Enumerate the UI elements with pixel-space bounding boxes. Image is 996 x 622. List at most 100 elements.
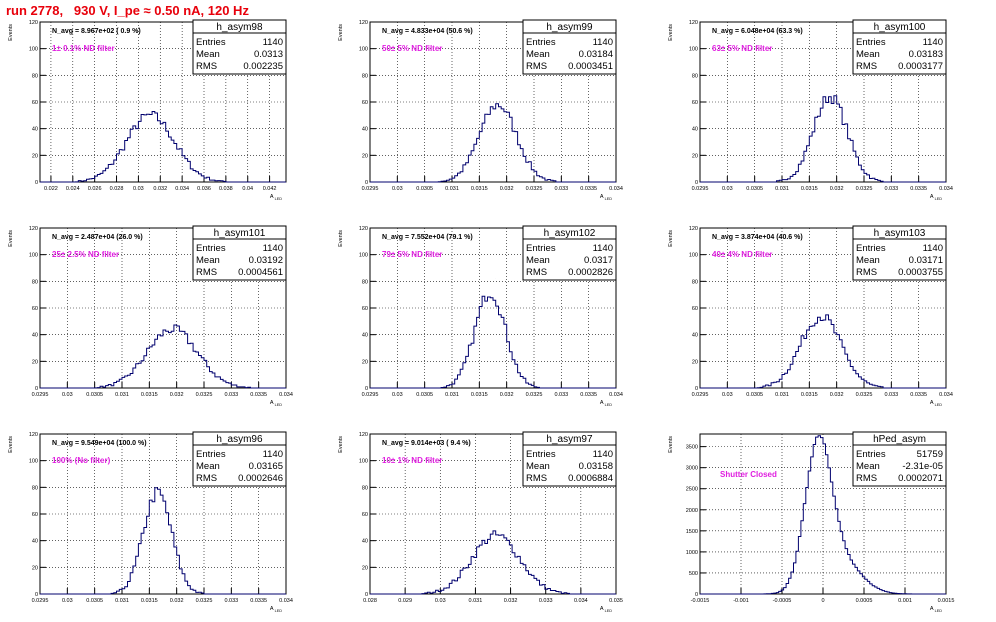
- x-tick-label: 0.028: [363, 598, 377, 604]
- y-tick-label: 80: [32, 73, 38, 79]
- y-axis-label: Events: [338, 230, 344, 247]
- stats-rms-value: 0.002235: [243, 61, 283, 72]
- x-tick-label: 0.034: [279, 392, 293, 398]
- stats-box: [522, 19, 617, 75]
- y-tick-label: 40: [32, 333, 38, 339]
- stats-title: h_asym101: [214, 228, 266, 239]
- y-tick-label: 40: [32, 539, 38, 545]
- x-tick-label: 0.035: [609, 598, 623, 604]
- x-tick-label: 0.032: [170, 598, 184, 604]
- stats-rms-value: 0.0003451: [568, 61, 613, 72]
- histogram-series: [700, 314, 946, 389]
- filter-label: 25± 2.5% ND filter: [52, 250, 119, 259]
- stats-entries-label: Entries: [196, 449, 226, 460]
- x-tick-label: 0.0295: [692, 186, 709, 192]
- y-tick-label: 0: [365, 180, 368, 186]
- panel-h_asym100: 0.0295 0.03 0.0305 0.031 0.0315 0.032 0.0325 0.…: [668, 19, 953, 201]
- x-tick-label: 0.034: [939, 392, 953, 398]
- x-tick-label: 0.0015: [938, 598, 955, 604]
- stats-mean-value: -2.31e-05: [902, 461, 943, 472]
- stats-entries-value: 51759: [917, 449, 943, 460]
- stats-mean-label: Mean: [196, 255, 220, 266]
- x-tick-label: 0.03: [392, 186, 403, 192]
- x-tick-label: 0.03: [62, 392, 73, 398]
- y-tick-label: 120: [29, 20, 38, 26]
- x-tick-label: 0.03: [392, 392, 403, 398]
- x-tick-label: 0.0295: [362, 186, 379, 192]
- stats-box: [192, 431, 287, 487]
- x-tick-label: 0.0305: [86, 392, 103, 398]
- stats-mean-value: 0.03192: [249, 255, 283, 266]
- x-tick-label: 0.031: [445, 186, 459, 192]
- y-tick-label: 60: [692, 306, 698, 312]
- stats-rms-value: 0.0004561: [238, 267, 283, 278]
- x-tick-label: -0.001: [733, 598, 749, 604]
- x-tick-label: 0.034: [609, 392, 623, 398]
- x-tick-label: 0.036: [197, 186, 211, 192]
- panel-h_asym96: 0.0295 0.03 0.0305 0.031 0.0315 0.032 0.0325 0.…: [8, 431, 293, 613]
- stats-rms-value: 0.0003755: [898, 267, 943, 278]
- y-tick-label: 20: [32, 359, 38, 365]
- y-tick-label: 120: [29, 432, 38, 438]
- filter-label: 1± 0.1% ND filter: [52, 44, 115, 53]
- panel-h_asym103: 0.0295 0.03 0.0305 0.031 0.0315 0.032 0.0325 0.…: [668, 225, 953, 407]
- stats-box: [192, 19, 287, 75]
- x-tick-label: 0.031: [445, 392, 459, 398]
- x-axis-label: A LED: [600, 606, 612, 613]
- x-tick-label: 0.034: [939, 186, 953, 192]
- y-tick-label: 3000: [686, 466, 698, 472]
- x-tick-label: 0.0325: [856, 392, 873, 398]
- stats-entries-value: 1140: [593, 37, 613, 48]
- x-tick-label: 0.033: [224, 598, 238, 604]
- x-tick-label: 0.0315: [801, 186, 818, 192]
- x-tick-label: 0.031: [775, 186, 789, 192]
- y-tick-label: 120: [359, 226, 368, 232]
- stats-rms-label: RMS: [856, 267, 877, 278]
- y-tick-label: 100: [29, 47, 38, 53]
- stats-mean-label: Mean: [856, 461, 880, 472]
- histogram-series: [370, 103, 616, 183]
- y-tick-label: 20: [692, 153, 698, 159]
- navg-label: N_avg = 6.048e+04 (63.3 %): [712, 28, 803, 35]
- y-tick-label: 20: [362, 565, 368, 571]
- y-tick-label: 0: [695, 180, 698, 186]
- y-tick-label: 40: [362, 333, 368, 339]
- stats-title: h_asym102: [544, 228, 596, 239]
- y-tick-label: 500: [689, 571, 698, 577]
- filter-label: Shutter Closed: [720, 470, 777, 479]
- y-tick-label: 80: [692, 279, 698, 285]
- stats-mean-label: Mean: [526, 255, 550, 266]
- y-tick-label: 20: [32, 565, 38, 571]
- stats-mean-label: Mean: [526, 49, 550, 60]
- filter-label: 79± 5% ND filter: [382, 250, 442, 259]
- navg-label: N_avg = 9.014e+03 ( 9.4 %): [382, 440, 471, 447]
- stats-title: h_asym99: [546, 22, 593, 33]
- x-tick-label: 0.033: [554, 392, 568, 398]
- x-axis-label: A LED: [270, 606, 282, 613]
- x-tick-label: 0.0315: [141, 392, 158, 398]
- stats-title: h_asym97: [546, 434, 593, 445]
- stats-box: [852, 431, 947, 487]
- x-tick-label: 0.031: [469, 598, 483, 604]
- x-tick-label: 0.0305: [746, 186, 763, 192]
- y-tick-label: 0: [695, 386, 698, 392]
- stats-mean-value: 0.03184: [579, 49, 613, 60]
- y-axis-label: Events: [338, 436, 344, 453]
- stats-mean-label: Mean: [196, 49, 220, 60]
- stats-box: [852, 19, 947, 75]
- x-tick-label: 0.031: [115, 392, 129, 398]
- stats-mean-value: 0.03165: [249, 461, 283, 472]
- histogram-series: [40, 324, 286, 389]
- stats-entries-label: Entries: [526, 243, 556, 254]
- stats-rms-label: RMS: [196, 267, 217, 278]
- x-tick-label: -0.0005: [773, 598, 792, 604]
- stats-mean-label: Mean: [856, 49, 880, 60]
- stats-title: hPed_asym: [873, 434, 926, 445]
- stats-entries-label: Entries: [196, 37, 226, 48]
- stats-rms-value: 0.0006884: [568, 473, 613, 484]
- stats-rms-value: 0.0002071: [898, 473, 943, 484]
- y-tick-label: 60: [362, 100, 368, 106]
- y-tick-label: 40: [32, 127, 38, 133]
- stats-entries-value: 1140: [263, 37, 283, 48]
- y-tick-label: 1000: [686, 550, 698, 556]
